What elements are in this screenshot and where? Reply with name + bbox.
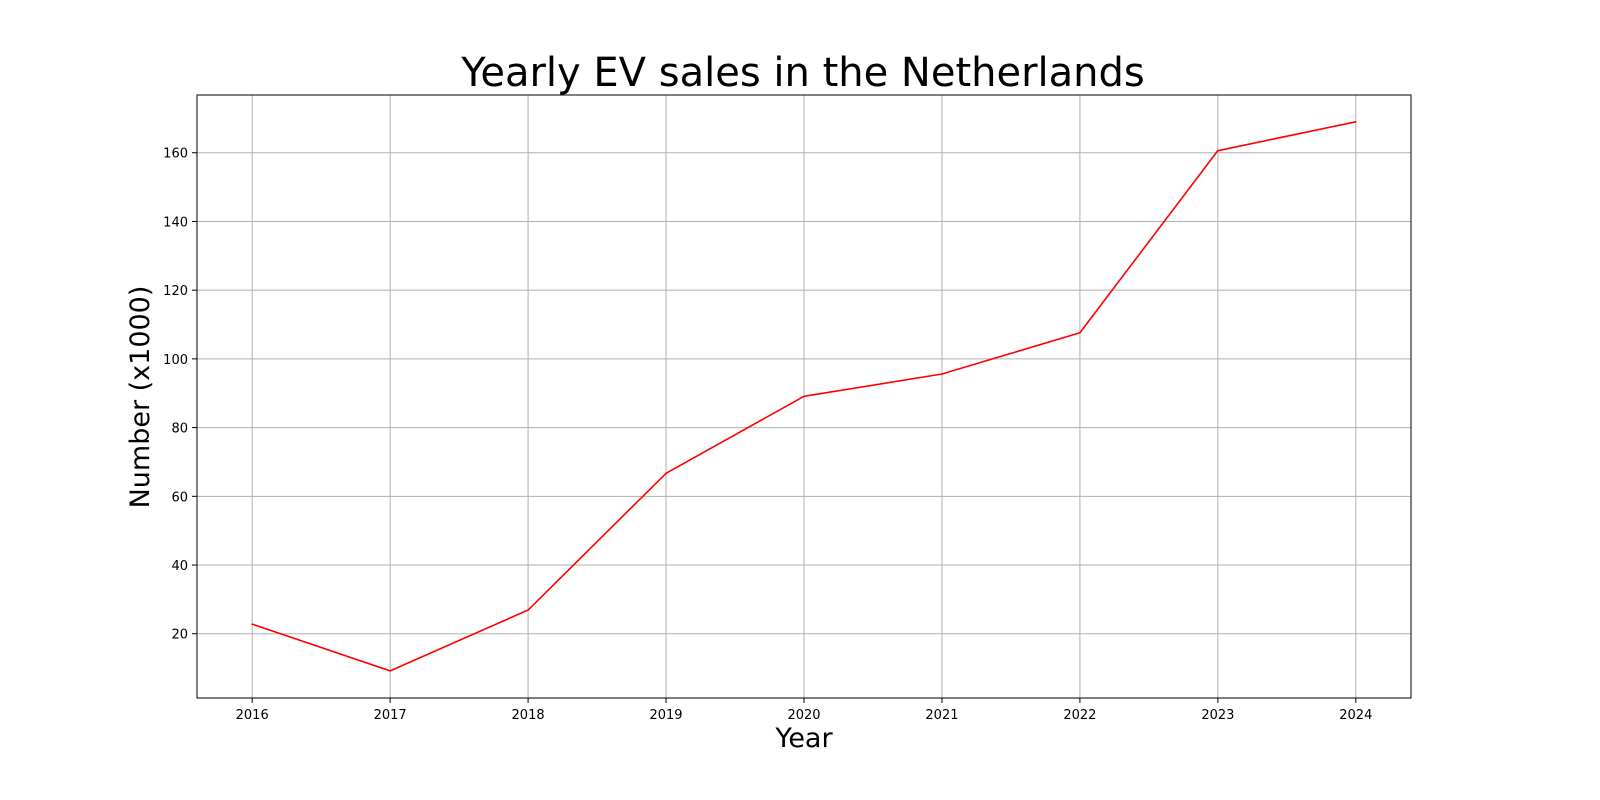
y-axis: 20 40 60 80 100 120 140 160 <box>163 147 197 643</box>
y-tick-label: 60 <box>171 490 188 505</box>
data-point <box>1355 121 1357 123</box>
grid <box>197 95 1411 698</box>
x-tick-label: 2018 <box>512 708 545 723</box>
x-tick-label: 2023 <box>1201 708 1234 723</box>
x-tick-label: 2017 <box>374 708 407 723</box>
series-layer <box>251 121 1357 672</box>
y-tick-label: 40 <box>171 559 188 574</box>
data-point <box>665 472 667 475</box>
x-tick-label: 2020 <box>787 708 820 723</box>
y-axis-label: Number (x1000) <box>125 286 156 509</box>
y-tick-label: 20 <box>171 628 188 643</box>
x-tick-label: 2022 <box>1063 708 1096 723</box>
data-point <box>527 609 529 611</box>
chart-title: Yearly EV sales in the Netherlands <box>460 50 1145 96</box>
data-point <box>1079 331 1081 334</box>
x-tick-label: 2016 <box>236 708 269 723</box>
x-tick-label: 2024 <box>1339 708 1372 723</box>
y-tick-label: 80 <box>171 422 188 437</box>
data-point <box>389 670 391 672</box>
data-point <box>1217 149 1219 152</box>
y-tick-label: 160 <box>163 147 188 162</box>
x-axis-label: Year <box>774 723 833 754</box>
data-point <box>941 373 943 375</box>
y-tick-label: 140 <box>163 215 188 230</box>
x-tick-label: 2021 <box>925 708 958 723</box>
x-tick-label: 2019 <box>649 708 682 723</box>
data-point <box>251 623 253 625</box>
data-point <box>803 395 805 398</box>
x-axis: 2016 2017 2018 2019 2020 2021 2022 2023 2024 <box>236 698 1372 723</box>
y-tick-label: 100 <box>163 353 188 368</box>
y-tick-label: 120 <box>163 284 188 299</box>
